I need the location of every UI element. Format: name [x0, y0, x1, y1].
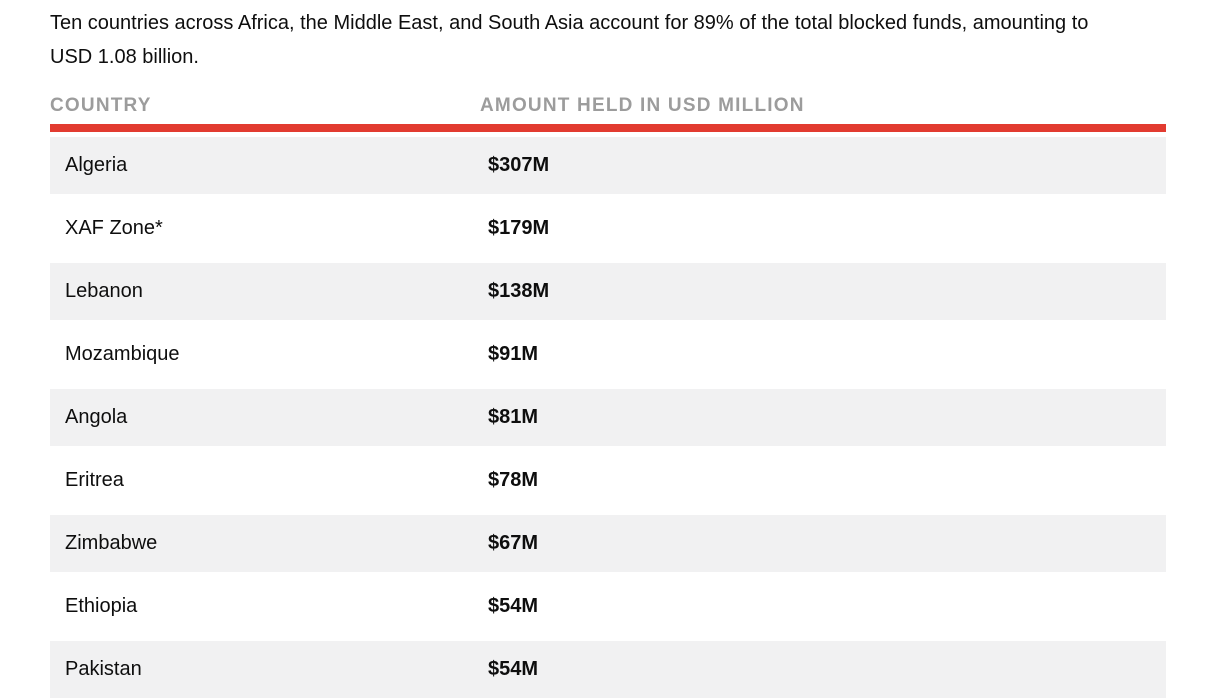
table-row: Pakistan $54M: [50, 641, 1166, 698]
amount-cell: $138M: [488, 280, 550, 302]
amount-cell: $67M: [488, 532, 539, 554]
table-row: Angola $81M: [50, 389, 1166, 446]
country-cell: Angola: [65, 406, 128, 428]
table-row: Mozambique $91M: [50, 326, 1166, 383]
amount-cell: $54M: [488, 658, 539, 680]
table-body: Algeria $307M XAF Zone* $179M Lebanon $138M Mo…: [50, 137, 1166, 698]
table-row: Zimbabwe $67M: [50, 515, 1166, 572]
table-row: Lebanon $138M: [50, 263, 1166, 320]
table-row: Eritrea $78M: [50, 452, 1166, 509]
column-header-amount: AMOUNT HELD IN USD MILLION: [480, 95, 805, 116]
intro-text: Ten countries across Africa, the Middle …: [50, 12, 1089, 68]
amount-cell: $81M: [488, 406, 539, 428]
column-header-country: COUNTRY: [50, 95, 152, 116]
country-cell: Algeria: [65, 154, 128, 176]
country-cell: Mozambique: [65, 343, 180, 365]
table-header-row: COUNTRY AMOUNT HELD IN USD MILLION: [50, 96, 1166, 116]
table-row: Algeria $307M: [50, 137, 1166, 194]
country-cell: Lebanon: [65, 280, 143, 302]
country-cell: Eritrea: [65, 469, 124, 491]
amount-cell: $54M: [488, 595, 539, 617]
amount-cell: $179M: [488, 217, 550, 239]
amount-cell: $91M: [488, 343, 539, 365]
table-row: Ethiopia $54M: [50, 578, 1166, 635]
country-cell: Zimbabwe: [65, 532, 158, 554]
blocked-funds-table: COUNTRY AMOUNT HELD IN USD MILLION Alger…: [50, 96, 1166, 698]
country-cell: XAF Zone*: [65, 217, 163, 239]
country-cell: Ethiopia: [65, 595, 138, 617]
table-row: XAF Zone* $179M: [50, 200, 1166, 257]
country-cell: Pakistan: [65, 658, 142, 680]
red-divider: [50, 124, 1166, 132]
amount-cell: $307M: [488, 154, 550, 176]
amount-cell: $78M: [488, 469, 539, 491]
